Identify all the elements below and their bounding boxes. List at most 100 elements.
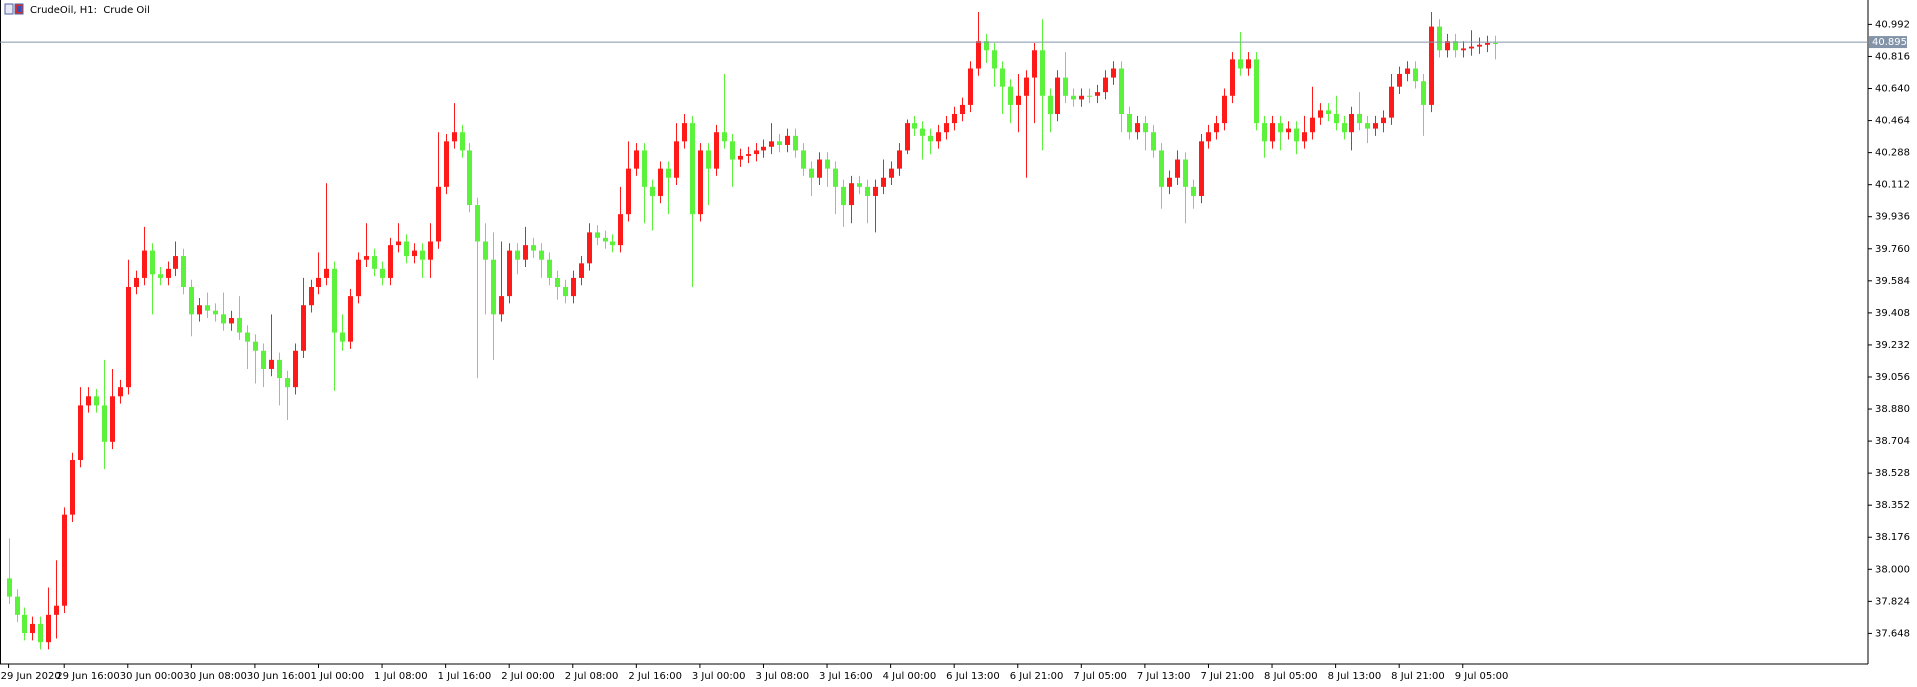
candle-body: [1318, 110, 1323, 118]
candle-body: [1461, 48, 1466, 51]
candle-body: [324, 268, 329, 278]
candle-body: [491, 259, 496, 315]
candle-body: [356, 259, 361, 297]
x-tick-label: 30 Jun 16:00: [247, 671, 311, 682]
candle-body: [1063, 77, 1068, 96]
candle-body: [1206, 132, 1211, 142]
candle-body: [1254, 59, 1259, 124]
candle-body: [865, 186, 870, 196]
x-tick-label: 3 Jul 16:00: [819, 671, 873, 682]
candle-body: [618, 214, 623, 246]
candle-body: [173, 256, 178, 269]
candle-body: [166, 268, 171, 278]
candle-body: [221, 314, 226, 324]
x-tick-label: 9 Jul 05:00: [1455, 671, 1509, 682]
x-tick-label: 29 Jun 16:00: [56, 671, 120, 682]
y-tick-label: 39.232: [1875, 340, 1910, 351]
candle-body: [30, 623, 35, 634]
candle-body: [1199, 141, 1204, 196]
candle-body: [626, 168, 631, 215]
candle-body: [1048, 95, 1053, 115]
candle-body: [102, 405, 107, 442]
candle-body: [1342, 123, 1347, 133]
candle-body: [285, 378, 290, 388]
candle-body: [1477, 44, 1482, 47]
candle-body: [348, 296, 353, 342]
candle-body: [1111, 68, 1116, 78]
y-tick-label: 37.648: [1875, 628, 1910, 639]
candle-body: [968, 68, 973, 105]
candle-body: [1071, 95, 1076, 100]
candle-body: [658, 168, 663, 196]
candle-body: [809, 168, 814, 178]
symbol-icon: [4, 3, 24, 15]
y-tick-label: 38.528: [1875, 468, 1910, 479]
candle-body: [380, 268, 385, 278]
candle-body: [1159, 150, 1164, 187]
candle-body: [1373, 123, 1378, 129]
candle-body: [253, 341, 258, 351]
candle-body: [54, 605, 59, 615]
candle-body: [126, 287, 131, 388]
x-tick-label: 8 Jul 21:00: [1391, 671, 1445, 682]
candle-body: [952, 114, 957, 124]
candle-body: [690, 123, 695, 215]
candle-body: [650, 186, 655, 196]
candle-body: [571, 277, 576, 297]
y-tick-label: 39.760: [1875, 244, 1910, 255]
candle-body: [1238, 59, 1243, 69]
candle-body: [1389, 86, 1394, 118]
candle-body: [150, 250, 155, 275]
candle-body: [293, 350, 298, 388]
candle-body: [118, 387, 123, 397]
x-tick-label: 8 Jul 05:00: [1264, 671, 1318, 682]
candle-body: [316, 277, 321, 288]
y-tick-label: 40.640: [1875, 84, 1910, 95]
candle-body: [857, 183, 862, 187]
candle-body: [833, 168, 838, 187]
candle-body: [754, 150, 759, 155]
candle-body: [1445, 41, 1450, 51]
candle-body: [563, 287, 568, 297]
candle-body: [603, 237, 608, 242]
candle-body: [1008, 86, 1013, 105]
candle-body: [78, 405, 83, 461]
candle-body: [1302, 132, 1307, 142]
candle-body: [372, 256, 377, 269]
candle-body: [547, 259, 552, 278]
candle-body: [1183, 159, 1188, 187]
y-tick-label: 40.464: [1875, 116, 1910, 127]
candle-body: [976, 41, 981, 69]
candle-body: [1397, 73, 1402, 87]
candle-body: [1493, 42, 1498, 44]
candle-body: [1413, 68, 1418, 82]
candle-body: [1000, 68, 1005, 87]
candle-body: [420, 250, 425, 260]
candle-body: [189, 287, 194, 315]
candle-body: [642, 150, 647, 187]
candle-body: [507, 250, 512, 297]
candle-body: [269, 359, 274, 369]
candle-body: [1095, 92, 1100, 96]
candle-body: [70, 460, 75, 515]
candle-body: [960, 104, 965, 115]
candle-body: [364, 256, 369, 260]
candle-body: [309, 287, 314, 306]
candle-body: [944, 123, 949, 133]
candle-body: [992, 50, 997, 69]
y-tick-label: 40.992: [1875, 19, 1910, 30]
candle-body: [825, 159, 830, 169]
candle-body: [587, 232, 592, 264]
candle-body: [515, 250, 520, 260]
candle-body: [920, 128, 925, 136]
y-tick-label: 38.704: [1875, 436, 1910, 447]
candle-body: [134, 277, 139, 288]
candle-body: [841, 186, 846, 206]
candle-body: [22, 614, 27, 634]
candle-body: [722, 132, 727, 142]
candle-body: [912, 123, 917, 129]
current-price-label: 40.895: [1872, 37, 1907, 48]
candle-body: [928, 135, 933, 142]
